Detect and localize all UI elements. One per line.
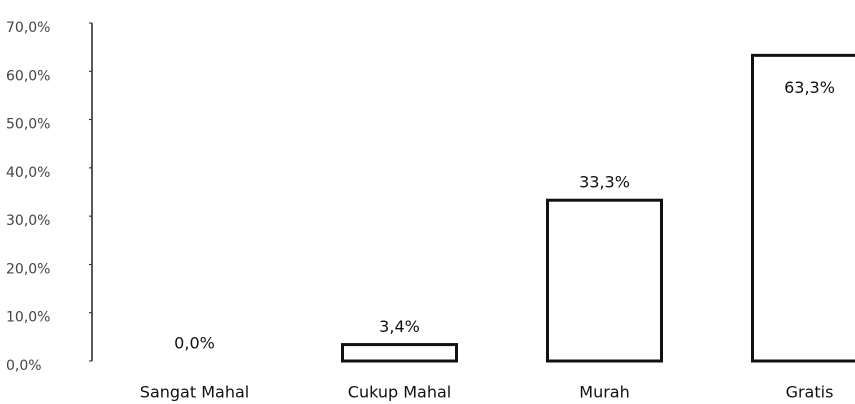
y-tick-label: 30,0%: [6, 213, 50, 229]
y-tick-label: 60,0%: [6, 68, 50, 84]
y-tick-label: 50,0%: [6, 117, 50, 133]
x-tick-label: Cukup Mahal: [348, 383, 451, 402]
y-tick-label: 70,0%: [6, 20, 50, 36]
data-label: 3,4%: [379, 317, 420, 336]
x-tick-label: Sangat Mahal: [140, 383, 249, 402]
data-label: 0,0%: [174, 334, 215, 353]
bar: [546, 198, 663, 363]
data-label: 63,3%: [784, 78, 835, 97]
y-tick-label: 20,0%: [6, 261, 50, 277]
data-label: 33,3%: [579, 173, 630, 192]
x-tick-label: Murah: [579, 383, 629, 402]
x-tick-label: Gratis: [786, 383, 834, 402]
y-tick-label: 10,0%: [6, 310, 50, 326]
y-tick-label: 40,0%: [6, 165, 50, 181]
y-tick-label: 0,0%: [6, 358, 42, 374]
bar: [751, 53, 855, 363]
bar: [341, 343, 458, 363]
